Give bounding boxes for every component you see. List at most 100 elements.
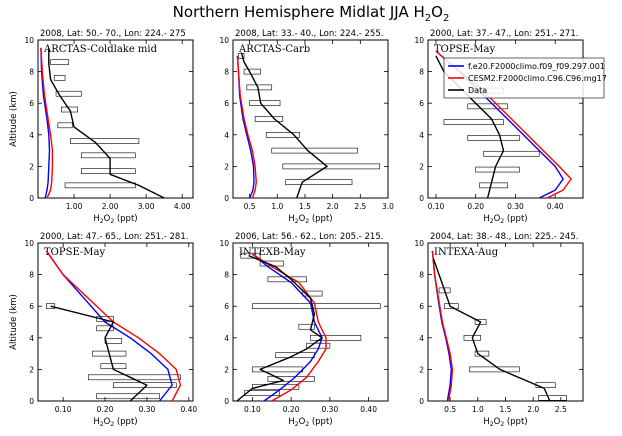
data-range-box bbox=[475, 166, 520, 173]
x-axis-label-mid: O bbox=[299, 214, 306, 224]
series-line bbox=[431, 250, 454, 402]
data-range-box bbox=[61, 106, 78, 113]
data-range-box bbox=[96, 393, 160, 400]
y-tick-label: 10 bbox=[414, 239, 424, 248]
campaign-label: INTEXA-Aug bbox=[434, 247, 499, 258]
x-tick-label: 2.5 bbox=[555, 405, 567, 414]
data-range-box bbox=[267, 376, 315, 382]
y-tick-label: 2 bbox=[29, 365, 34, 374]
x-tick-label: 2.0 bbox=[527, 405, 539, 414]
x-axis-label: H2O2 (ppt) bbox=[288, 417, 332, 428]
data-range-box bbox=[252, 303, 381, 310]
data-range-box bbox=[246, 84, 273, 91]
data-range-box bbox=[55, 90, 82, 97]
y-tick-label: 4 bbox=[419, 131, 424, 140]
campaign-label: TOPSE-May bbox=[434, 44, 496, 55]
x-axis-label: H2O2 (ppt) bbox=[483, 417, 527, 428]
campaign-label: INTEXB-May bbox=[239, 247, 306, 258]
data-range-box bbox=[467, 135, 520, 141]
x-tick-label: 0.20 bbox=[283, 405, 300, 414]
panel-title: 2000, Lat: 37.- 47., Lon: 251.- 271. bbox=[430, 29, 578, 39]
x-tick-label: 1.00 bbox=[66, 202, 83, 211]
figure-title-main: Northern Hemisphere Midlat JJA H bbox=[173, 3, 425, 21]
x-axis-label-sub2: 2 bbox=[500, 218, 504, 225]
data-range-box bbox=[53, 75, 66, 81]
panel-title: 2004, Lat: 38.- 48., Lon: 225.- 245. bbox=[430, 232, 578, 242]
x-tick-label: 0.30 bbox=[139, 405, 156, 414]
x-axis-label-mid: O bbox=[494, 417, 501, 427]
data-range-box bbox=[271, 147, 358, 154]
data-range-box bbox=[243, 68, 261, 75]
x-tick-label: 0.30 bbox=[507, 202, 524, 211]
figure-title-tail: O bbox=[431, 3, 443, 21]
data-range-box bbox=[249, 100, 281, 106]
y-tick-label: 10 bbox=[219, 239, 229, 248]
data-range-box bbox=[298, 323, 315, 330]
y-tick-label: 6 bbox=[224, 302, 229, 311]
y-tick-label: 0 bbox=[419, 194, 424, 203]
data-range-box bbox=[252, 383, 300, 390]
x-tick-label: 0.30 bbox=[322, 405, 339, 414]
x-tick-label: 1.5 bbox=[500, 405, 512, 414]
panel-5: 2006, Lat: 56.- 62., Lon: 205.- 215. INTE… bbox=[219, 232, 389, 428]
legend-box bbox=[443, 57, 605, 99]
series-line bbox=[45, 250, 173, 402]
y-tick-label: 6 bbox=[29, 302, 34, 311]
data-range-box bbox=[463, 334, 481, 341]
data-range-box bbox=[483, 150, 540, 157]
legend-label: CESM2.F2000climo.C96.C96.mg17 bbox=[468, 74, 607, 83]
series-line bbox=[50, 305, 148, 402]
data-range-box bbox=[467, 103, 508, 110]
x-axis-label-sub: 2 bbox=[295, 218, 299, 225]
panel-title: 2006, Lat: 56.- 62., Lon: 205.- 215. bbox=[235, 232, 383, 242]
y-tick-label: 4 bbox=[29, 334, 34, 343]
x-tick-label: 1.0 bbox=[472, 405, 484, 414]
plot-frame bbox=[232, 39, 389, 199]
data-range-box bbox=[64, 182, 136, 189]
legend: f.e20.F2000climo.f09_f09.297.001 CESM2.F2… bbox=[443, 57, 607, 99]
panel-title: 2008, Lat: 50.- 70., Lon: 224.- 275 bbox=[40, 29, 186, 39]
x-axis-label-mid: O bbox=[299, 417, 306, 427]
figure-title-sub2: 2 bbox=[443, 13, 449, 24]
y-tick-label: 6 bbox=[419, 302, 424, 311]
series-line bbox=[252, 253, 327, 402]
y-tick-label: 4 bbox=[224, 131, 229, 140]
series-line bbox=[40, 47, 54, 199]
series-line bbox=[45, 250, 182, 402]
y-tick-label: 2 bbox=[224, 365, 229, 374]
x-axis-label-main: H bbox=[483, 214, 489, 224]
x-axis-label-sub: 2 bbox=[490, 218, 494, 225]
figure-title: Northern Hemisphere Midlat JJA H2O2 bbox=[173, 3, 450, 24]
y-tick-label: 4 bbox=[29, 131, 34, 140]
data-range-box bbox=[444, 303, 459, 310]
panel-1: 2008, Lat: 50.- 70., Lon: 224.- 275 ARCTA… bbox=[9, 29, 194, 225]
x-axis-label-sub2: 2 bbox=[305, 421, 309, 428]
y-tick-label: 0 bbox=[29, 194, 34, 203]
x-tick-label: 0.40 bbox=[180, 405, 197, 414]
data-range-box bbox=[443, 119, 504, 125]
campaign-label: ARCTAS-Carb bbox=[238, 44, 310, 55]
x-axis-label-unit: (ppt) bbox=[309, 214, 332, 224]
x-tick-label: 2.0 bbox=[327, 202, 339, 211]
data-range-box bbox=[80, 168, 136, 174]
data-range-box bbox=[50, 59, 69, 65]
x-tick-label: 0.5 bbox=[244, 202, 256, 211]
panel-2: 2008, Lat: 33.- 40., Lon: 224.- 255. ARCT… bbox=[219, 29, 394, 225]
y-tick-label: 2 bbox=[419, 162, 424, 171]
x-axis-label-sub: 2 bbox=[490, 421, 494, 428]
x-tick-label: 2.5 bbox=[354, 202, 366, 211]
x-axis-label: H2O2 (ppt) bbox=[483, 214, 527, 225]
data-range-box bbox=[302, 290, 323, 297]
y-axis-label: Altitude (km) bbox=[9, 91, 19, 147]
panel-title: 2008, Lat: 33.- 40., Lon: 224.- 255. bbox=[235, 29, 383, 39]
x-tick-label: 0.40 bbox=[360, 405, 377, 414]
plot-frame bbox=[37, 39, 194, 199]
x-tick-label: 3.00 bbox=[138, 202, 155, 211]
x-tick-label: 0.20 bbox=[467, 202, 484, 211]
panel-title: 2000, Lat: 47.- 65., Lon: 251.- 281. bbox=[40, 232, 188, 242]
data-range-box bbox=[479, 182, 508, 189]
y-tick-label: 2 bbox=[29, 162, 34, 171]
campaign-label: ARCTAS-Coldlake mid bbox=[43, 44, 158, 55]
data-range-box bbox=[96, 325, 114, 332]
data-range-box bbox=[285, 179, 353, 185]
